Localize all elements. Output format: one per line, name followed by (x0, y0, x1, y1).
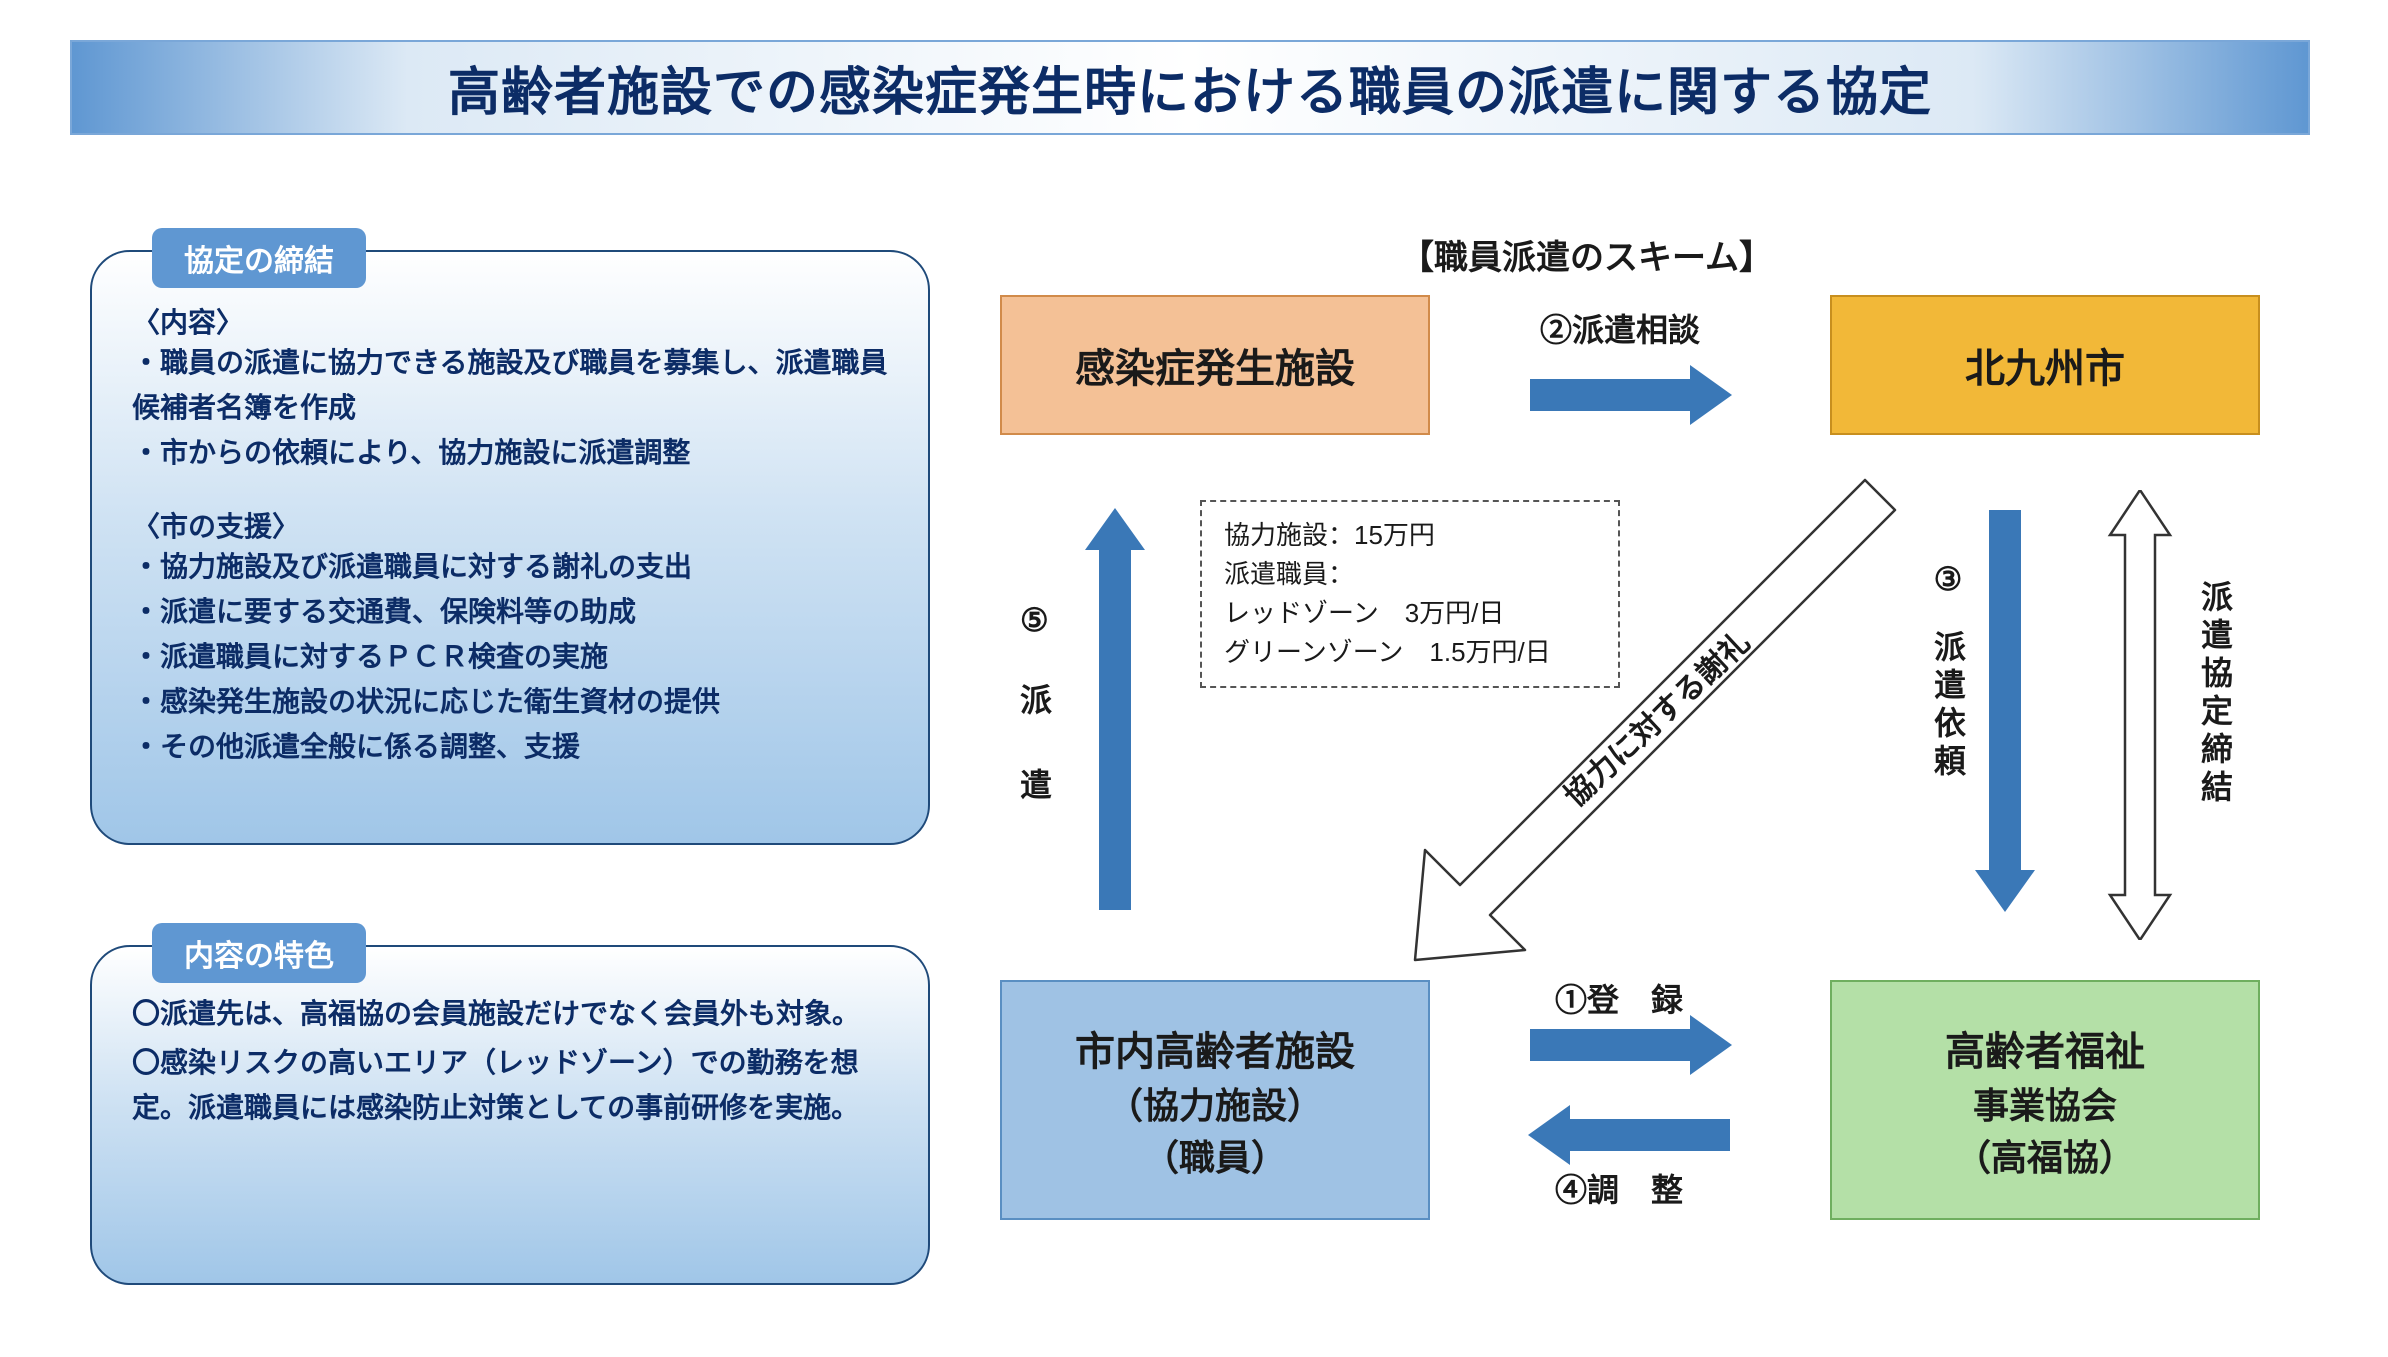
panel1-sub2: 〈市の支援〉 (132, 505, 893, 545)
boxD-l1: 高齢者福祉 (1945, 1019, 2145, 1077)
boxA-l1: 感染症発生施設 (1075, 336, 1355, 394)
arrow-agreement-double (2105, 490, 2175, 940)
page-title: 高齢者施設での感染症発生時における職員の派遣に関する協定 (70, 40, 2310, 135)
panel1-b2-2: ・派遣職員に対するＰＣＲ検査の実施 (132, 635, 893, 680)
label-3b: 派遣依頼 (1928, 630, 1968, 782)
panel-features-label: 内容の特色 (152, 923, 366, 983)
label-5a: ⑤ (1020, 600, 1049, 640)
label-4: ④調 整 (1555, 1170, 1683, 1210)
boxC-l2: （協力施設） (1107, 1077, 1323, 1129)
box-infection-facility: 感染症発生施設 (1000, 295, 1430, 435)
scheme-title: 【職員派遣のスキーム】 (1400, 230, 1773, 279)
cost-l4: グリーンゾーン 1.5万円/日 (1224, 633, 1596, 672)
label-5b: 派 (1020, 680, 1052, 720)
label-1: ①登 録 (1555, 980, 1683, 1020)
label-5c: 遣 (1020, 765, 1052, 805)
label-2: ②派遣相談 (1540, 310, 1700, 350)
panel1-b1-1: ・市からの依頼により、協力施設に派遣調整 (132, 431, 893, 476)
panel1-b2-0: ・協力施設及び派遣職員に対する謝礼の支出 (132, 545, 893, 590)
boxD-l2: 事業協会 (1973, 1077, 2117, 1129)
label-3a: ③ (1928, 560, 1968, 604)
panel2-l1: 〇感染リスクの高いエリア（レッドゾーン）での勤務を想定。派遣職員には感染防止対策… (132, 1041, 893, 1131)
title-text: 高齢者施設での感染症発生時における職員の派遣に関する協定 (448, 50, 1932, 125)
box-association: 高齢者福祉 事業協会 （高福協） (1830, 980, 2260, 1220)
cost-box: 協力施設：15万円 派遣職員： レッドゾーン 3万円/日 グリーンゾーン 1.5… (1200, 500, 1620, 688)
panel-agreement-label: 協定の締結 (152, 228, 366, 288)
boxC-l3: （職員） (1143, 1129, 1287, 1181)
panel-agreement: 協定の締結 〈内容〉 ・職員の派遣に協力できる施設及び職員を募集し、派遣職員候補… (90, 250, 930, 845)
panel1-b2-3: ・感染発生施設の状況に応じた衛生資材の提供 (132, 680, 893, 725)
box-coop-facility: 市内高齢者施設 （協力施設） （職員） (1000, 980, 1430, 1220)
box-city: 北九州市 (1830, 295, 2260, 435)
boxC-l1: 市内高齢者施設 (1075, 1019, 1355, 1077)
panel-features: 内容の特色 〇派遣先は、高福協の会員施設だけでなく会員外も対象。 〇感染リスクの… (90, 945, 930, 1285)
panel1-b1-0: ・職員の派遣に協力できる施設及び職員を募集し、派遣職員候補者名簿を作成 (132, 341, 893, 431)
cost-l2: 派遣職員： (1224, 555, 1596, 594)
panel1-sub1: 〈内容〉 (132, 301, 893, 341)
boxD-l3: （高福協） (1955, 1129, 2135, 1181)
panel2-l0: 〇派遣先は、高福協の会員施設だけでなく会員外も対象。 (132, 992, 893, 1037)
panel1-b2-1: ・派遣に要する交通費、保険料等の助成 (132, 590, 893, 635)
label-side: 派遣協定締結 (2195, 580, 2235, 808)
cost-l3: レッドゾーン 3万円/日 (1224, 594, 1596, 633)
boxB-l1: 北九州市 (1965, 336, 2125, 394)
panel1-b2-4: ・その他派遣全般に係る調整、支援 (132, 725, 893, 770)
cost-l1: 協力施設：15万円 (1224, 516, 1596, 555)
